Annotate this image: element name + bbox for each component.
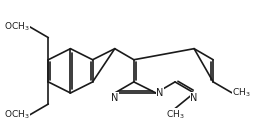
Text: N: N — [190, 93, 197, 103]
Text: OCH$_3$: OCH$_3$ — [4, 20, 29, 33]
Text: N: N — [111, 93, 118, 103]
Text: N: N — [155, 88, 163, 98]
Text: OCH$_3$: OCH$_3$ — [4, 109, 29, 121]
Text: CH$_3$: CH$_3$ — [231, 87, 250, 99]
Text: CH$_3$: CH$_3$ — [165, 109, 184, 121]
